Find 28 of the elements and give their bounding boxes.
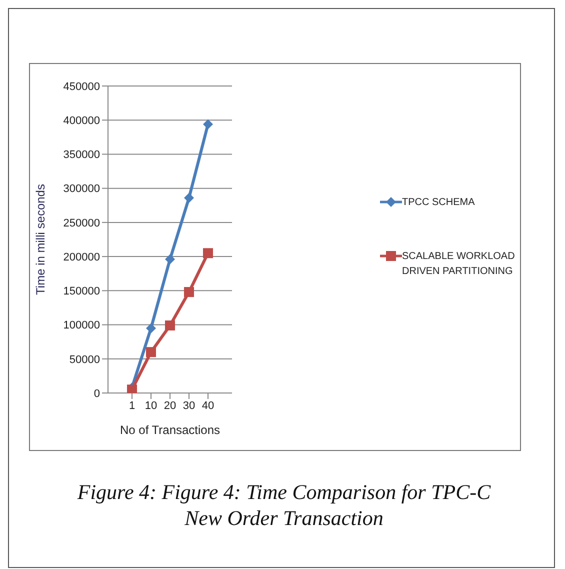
- point: [203, 119, 213, 130]
- y-tick-label: 200000: [63, 251, 100, 264]
- x-tick-label: 40: [202, 400, 214, 412]
- y-tick-label: 150000: [63, 286, 100, 298]
- text: Figure 4: Figure 4: Time Comparison for TPC-C New Order Transaction: [76, 479, 492, 531]
- y-tick-label: 300000: [63, 183, 100, 196]
- y-tick-label: 400000: [63, 115, 100, 128]
- x-tick-label: 10: [144, 400, 158, 412]
- y-tick-label: 0: [94, 388, 100, 400]
- point: [146, 347, 156, 358]
- x-tick-label: 1: [128, 400, 136, 412]
- y-tick-label: 50000: [69, 354, 100, 366]
- x-axis-title: No of Transactions: [120, 423, 220, 437]
- y-tick-label: 250000: [63, 217, 100, 230]
- y-axis-title: Time in milli seconds: [33, 184, 48, 295]
- point: [184, 287, 194, 298]
- legend-label: TPCC SCHEMA: [402, 196, 475, 210]
- y-tick-label: 350000: [63, 149, 100, 162]
- x-tick-label: 20: [164, 400, 176, 412]
- x-tick-label: 30: [182, 400, 196, 412]
- point: [165, 254, 175, 264]
- point: [146, 323, 156, 334]
- point: [165, 320, 175, 330]
- y-tick-label: 450000: [63, 80, 100, 93]
- y-tick-label: 100000: [63, 320, 100, 332]
- point: [203, 248, 213, 258]
- legend-label: SCALABLE WORKLOAD DRIVEN PARTITIONING: [402, 250, 516, 278]
- point: [184, 192, 194, 203]
